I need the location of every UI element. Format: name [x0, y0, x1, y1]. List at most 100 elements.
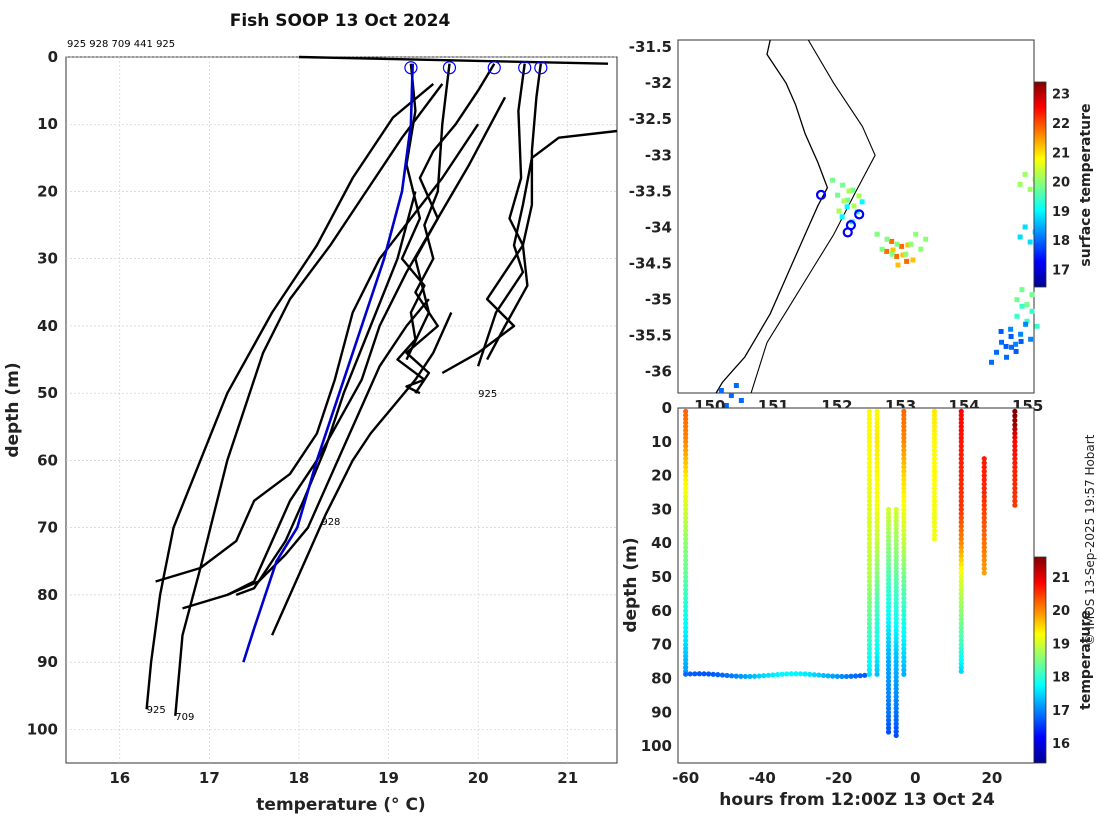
sst-pixel: [1003, 343, 1009, 349]
section-colorbar-tick: 18: [1052, 671, 1070, 686]
section-sample: [874, 489, 880, 496]
section-sample: [958, 532, 964, 538]
section-sample: [885, 701, 892, 708]
section-sample: [901, 637, 907, 644]
section-sample: [893, 662, 899, 669]
section-sample: [874, 608, 880, 614]
section-sample: [874, 599, 880, 606]
section-sample: [885, 655, 892, 661]
sst-pixel: [1013, 341, 1019, 347]
section-sample: [893, 643, 899, 649]
section-sample: [866, 616, 872, 622]
section-sample: [885, 541, 892, 548]
section-sample: [901, 502, 907, 508]
section-sample: [866, 439, 872, 445]
sst-pixel: [894, 241, 900, 247]
section-sample: [893, 686, 899, 692]
credit-text: © IMOS 13-Sep-2025 19:57 Hobart: [1083, 434, 1097, 645]
section-sample: [866, 498, 872, 504]
section-sample: [981, 502, 987, 508]
section-sample: [901, 435, 907, 441]
cast-id-list: 925 928 709 441 925: [67, 39, 175, 50]
section-sample: [885, 573, 892, 579]
sst-pixel: [1027, 186, 1033, 192]
section-sample: [893, 713, 899, 719]
cast-location-marker: [854, 209, 865, 220]
section-sample: [1012, 477, 1018, 483]
section-sample: [901, 599, 907, 606]
shelf-contour: [750, 39, 876, 394]
cast-location-marker: [842, 227, 853, 238]
section-sample: [874, 485, 880, 491]
section-sample: [683, 502, 689, 508]
section-sample: [874, 561, 880, 567]
section-sample: [901, 494, 907, 500]
section-sample: [742, 673, 748, 680]
section-sample: [807, 671, 813, 677]
section-sample: [751, 673, 758, 679]
sst-pixel: [889, 238, 895, 244]
section-sample: [885, 709, 892, 715]
section-sample: [885, 721, 892, 727]
section-sample: [893, 584, 899, 591]
map-y-tick-label: -33.5: [629, 182, 672, 200]
section-sample: [958, 511, 964, 517]
section-sample: [885, 514, 892, 520]
section-sample: [958, 595, 964, 601]
section-sample: [683, 664, 689, 671]
section-sample: [958, 477, 964, 483]
section-sample: [958, 549, 964, 555]
section-sample: [893, 549, 899, 555]
section-sample: [874, 646, 880, 652]
section-sample: [866, 460, 872, 466]
section-sample: [866, 608, 872, 614]
section-sample: [811, 672, 817, 678]
section-sample: [866, 625, 872, 631]
sst-pixel: [1009, 344, 1015, 350]
x-tick-label: 17: [199, 769, 220, 787]
section-sample: [683, 604, 689, 610]
section-sample: [1012, 422, 1018, 428]
section-sample: [958, 664, 964, 671]
section-sample: [893, 709, 899, 715]
section-sample: [893, 522, 899, 528]
section-sample: [901, 658, 907, 665]
section-sample: [715, 672, 721, 678]
cast-annotation: 928: [321, 517, 340, 528]
sst-pixel: [874, 231, 880, 237]
map-y-tick-label: -35: [645, 290, 672, 308]
section-sample: [893, 623, 899, 630]
map-y-tick-label: -34: [645, 218, 672, 236]
section-sample: [866, 485, 872, 491]
section-sample: [958, 591, 964, 597]
section-sample: [958, 527, 964, 534]
sst-pixel: [733, 383, 739, 388]
section-sample: [931, 477, 938, 483]
section-sample: [683, 460, 689, 466]
sst-pixel: [850, 187, 856, 193]
section-sample: [958, 642, 964, 648]
map-colorbar-tick: 18: [1052, 234, 1070, 249]
section-sample: [874, 587, 880, 593]
section-sample: [843, 673, 850, 680]
sst-pixel: [1029, 308, 1035, 314]
section-sample: [866, 553, 872, 559]
section-sample: [885, 545, 892, 552]
section-sample: [901, 612, 907, 618]
section-sample: [931, 489, 938, 496]
y-tick-label: 100: [27, 720, 58, 738]
section-sample: [893, 647, 899, 653]
section-sample: [958, 523, 964, 529]
section-y-tick-label: 40: [651, 534, 672, 552]
section-sample: [874, 416, 880, 422]
section-sample: [1012, 468, 1018, 474]
sst-pixel: [851, 203, 857, 209]
section-y-tick-label: 100: [641, 737, 672, 755]
section-sample: [866, 642, 872, 648]
section-sample: [874, 412, 880, 418]
section-sample: [874, 604, 880, 610]
section-sample: [901, 574, 907, 580]
section-sample: [981, 527, 987, 534]
section-sample: [931, 412, 938, 418]
section-sample: [901, 633, 907, 639]
